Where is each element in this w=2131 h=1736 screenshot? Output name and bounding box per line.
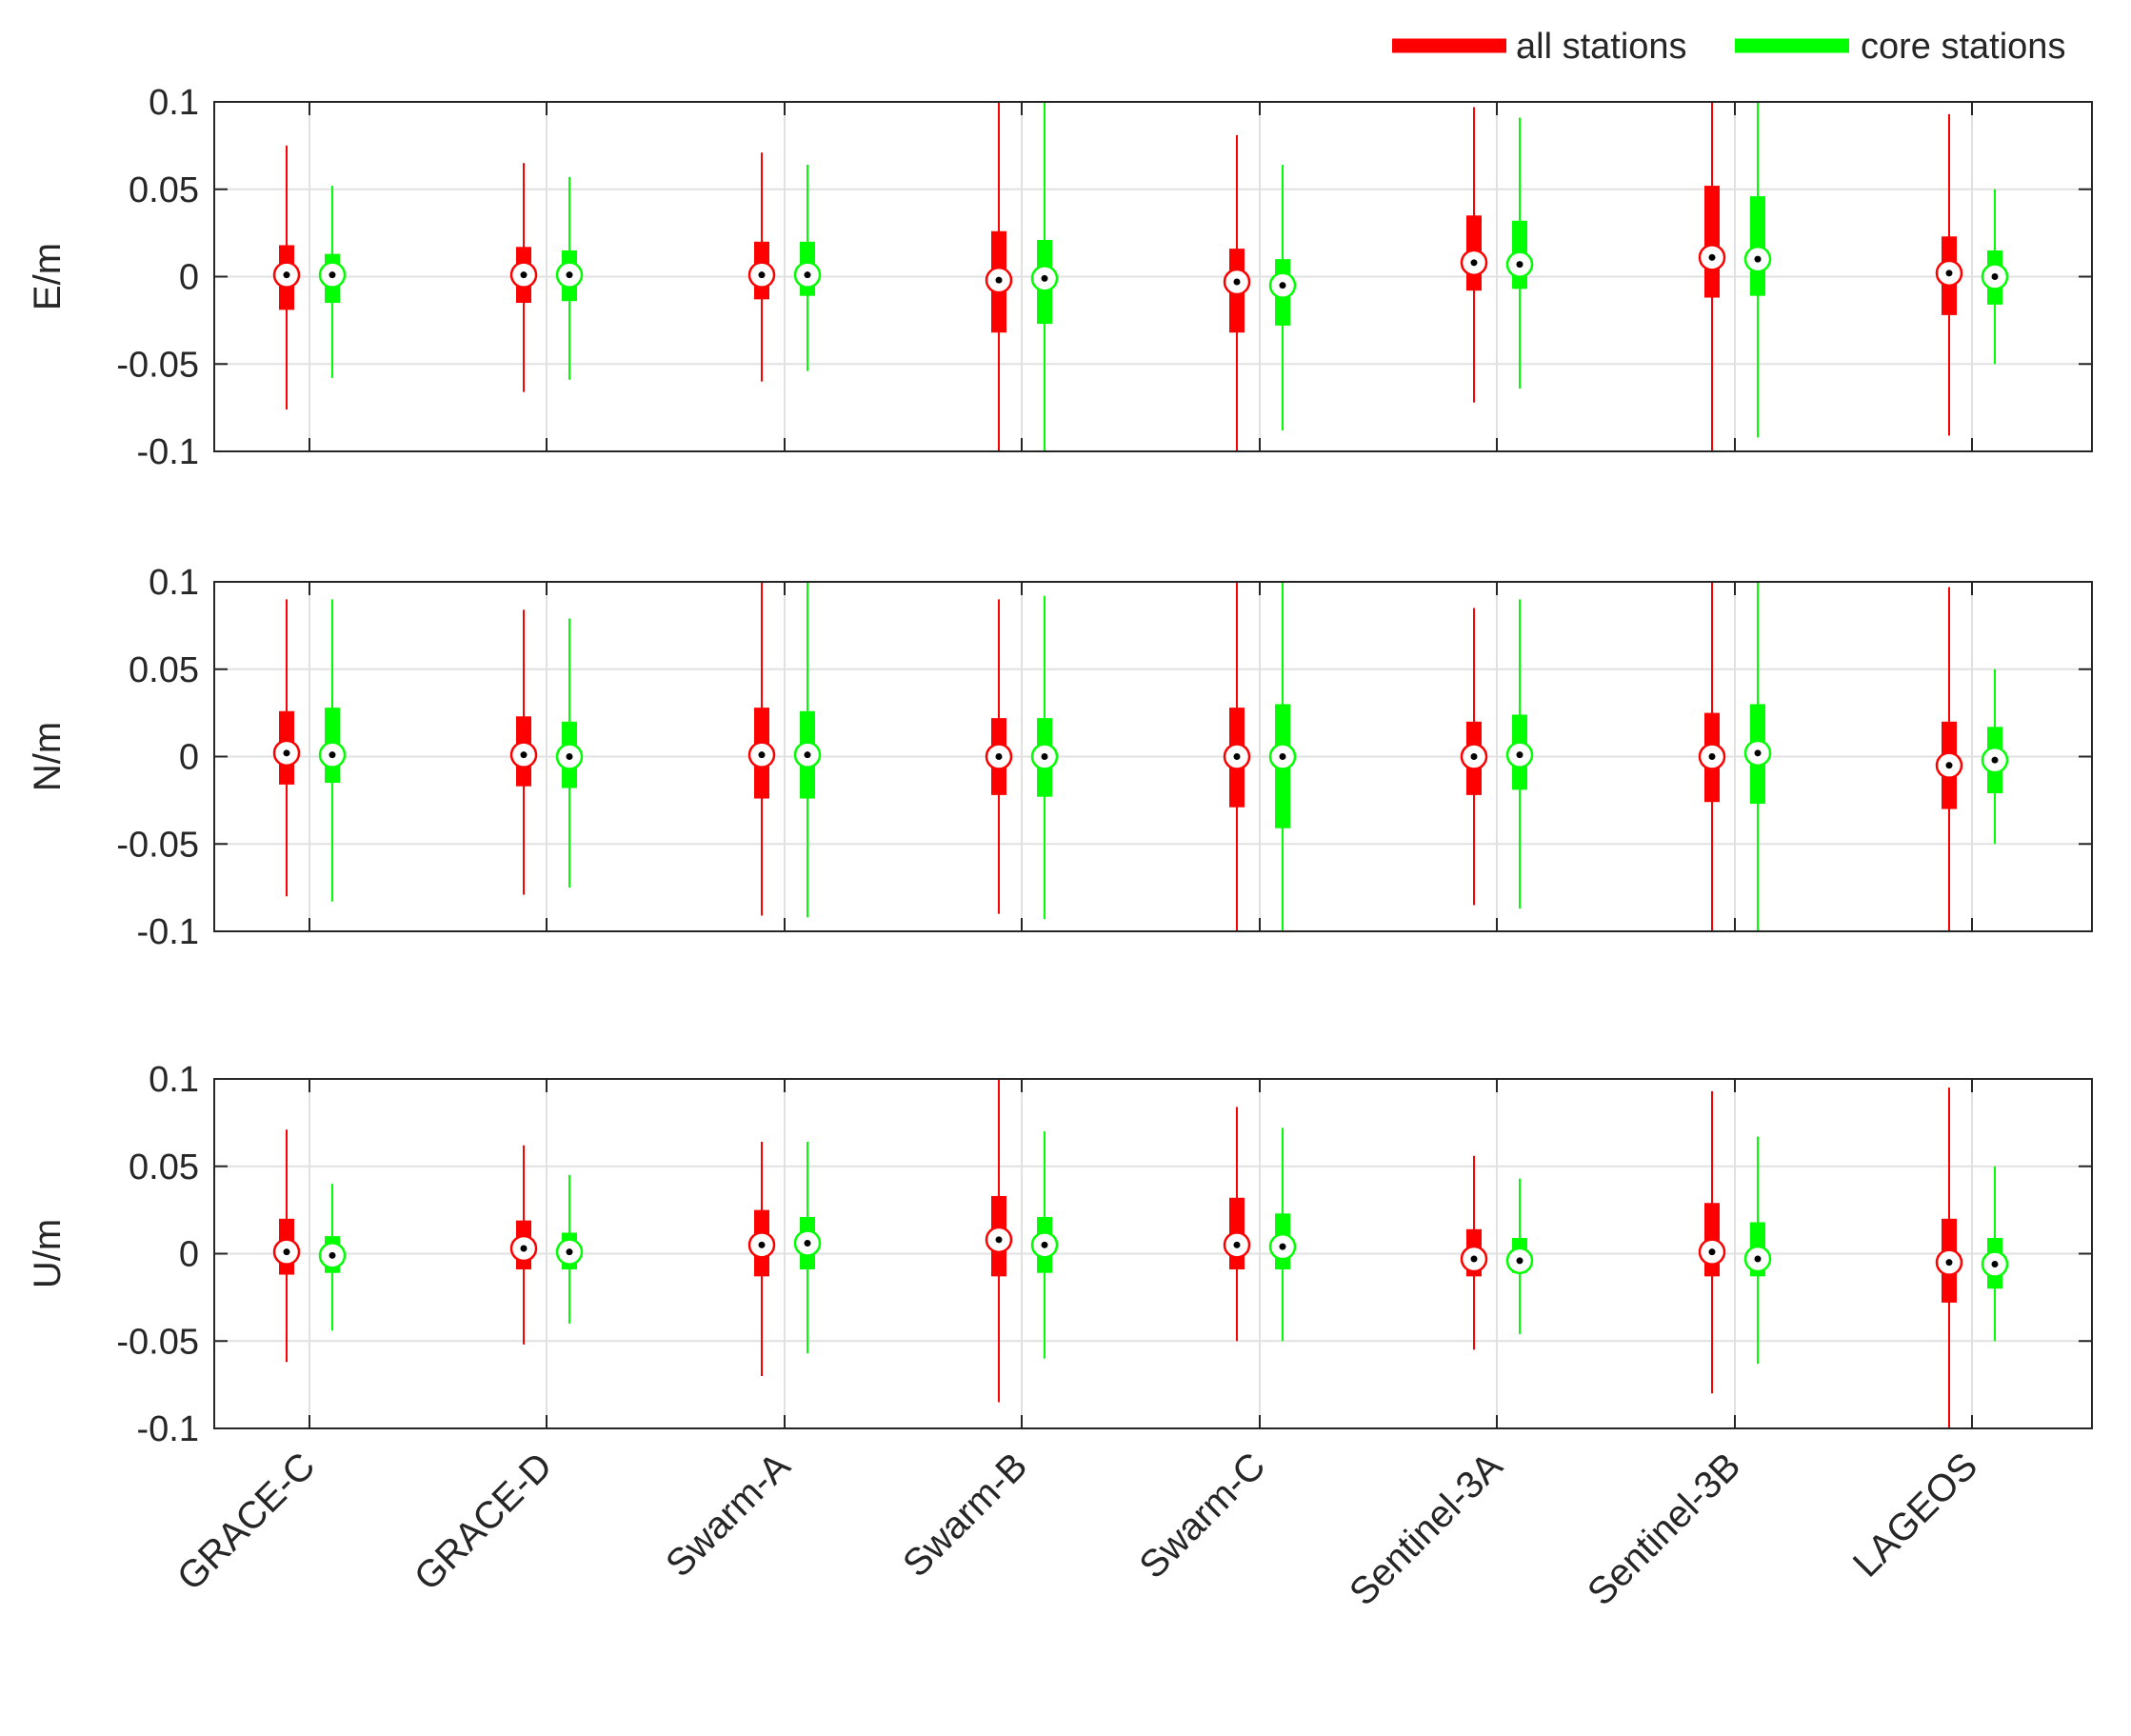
median-dot xyxy=(1945,1259,1953,1267)
x-tick-label: Swarm-A xyxy=(658,1445,799,1586)
median-dot xyxy=(1041,753,1048,760)
y-axis-label: U/m xyxy=(27,1219,69,1288)
median-dot xyxy=(1945,762,1953,769)
median-dot xyxy=(995,753,1003,760)
median-dot xyxy=(1470,259,1478,267)
median-dot xyxy=(283,1248,290,1256)
median-dot xyxy=(1991,1261,1999,1268)
median-dot xyxy=(1233,753,1241,760)
y-tick-label: -0.05 xyxy=(116,345,199,385)
series-all-stations xyxy=(272,1079,1963,1428)
y-axis-label: E/m xyxy=(27,243,69,310)
series-all-stations xyxy=(272,582,1963,931)
y-tick-label: 0.1 xyxy=(149,1060,199,1100)
x-tick-label: LAGEOS xyxy=(1845,1445,1985,1585)
median-dot xyxy=(1470,1255,1478,1263)
median-dot xyxy=(1516,1257,1524,1265)
x-tick-label: Swarm-B xyxy=(895,1445,1035,1585)
y-tick-label: 0 xyxy=(179,258,199,298)
median-dot xyxy=(995,1236,1003,1244)
median-dot xyxy=(1279,282,1286,289)
median-dot xyxy=(1233,278,1241,286)
median-dot xyxy=(520,751,528,759)
y-axis-label: N/m xyxy=(27,722,69,791)
panel-u-m: 0.1 0.05 0 -0.05 -0.1 U/m xyxy=(27,1060,2093,1449)
panels: 0.1 0.05 0 -0.05 -0.1 E/m 0.1 0.05 0 -0.05 -0.1 N/m… xyxy=(27,83,2093,1614)
median-dot xyxy=(1945,269,1953,277)
series-core-stations xyxy=(318,102,2009,451)
y-tick-label: -0.1 xyxy=(137,912,199,952)
y-tick-label: 0.05 xyxy=(129,1147,199,1187)
axes-border xyxy=(213,581,2093,932)
median-dot xyxy=(804,271,811,279)
legend: all stations core stations xyxy=(1392,27,2065,67)
series-all-stations xyxy=(272,102,1963,451)
panel-n-m: 0.1 0.05 0 -0.05 -0.1 N/m xyxy=(27,563,2093,952)
median-dot xyxy=(1516,261,1524,269)
median-dot xyxy=(1991,273,1999,280)
y-tick-label: 0 xyxy=(179,738,199,778)
median-dot xyxy=(329,271,336,279)
y-tick-label: 0 xyxy=(179,1235,199,1275)
legend-label: core stations xyxy=(1861,27,2065,67)
median-dot xyxy=(1470,753,1478,760)
median-dot xyxy=(804,751,811,759)
y-tick-label: 0.1 xyxy=(149,563,199,603)
median-dot xyxy=(1754,1255,1762,1263)
median-dot xyxy=(995,276,1003,284)
series-core-stations xyxy=(318,582,2009,931)
median-dot xyxy=(758,751,766,759)
x-tick-label: GRACE-C xyxy=(169,1445,324,1599)
median-dot xyxy=(283,749,290,757)
axes-border xyxy=(213,1078,2093,1429)
median-dot xyxy=(329,751,336,759)
median-dot xyxy=(1041,1241,1048,1248)
x-tick-label: Sentinel-3A xyxy=(1342,1445,1511,1614)
median-dot xyxy=(804,1239,811,1247)
y-tick-label: 0.05 xyxy=(129,650,199,690)
y-tick-label: 0.1 xyxy=(149,83,199,123)
median-dot xyxy=(1708,753,1716,760)
x-tick-label: GRACE-D xyxy=(407,1445,561,1599)
median-dot xyxy=(329,1251,336,1259)
y-tick-label: -0.05 xyxy=(116,825,199,865)
axes-border xyxy=(213,101,2093,452)
median-dot xyxy=(1991,756,1999,764)
median-dot xyxy=(758,271,766,279)
y-tick-label: -0.05 xyxy=(116,1322,199,1362)
median-dot xyxy=(566,753,573,760)
median-dot xyxy=(566,271,573,279)
median-dot xyxy=(520,271,528,279)
legend-label: all stations xyxy=(1516,27,1687,67)
median-dot xyxy=(566,1248,573,1256)
median-dot xyxy=(1279,1243,1286,1250)
y-tick-label: 0.05 xyxy=(129,170,199,210)
y-tick-label: -0.1 xyxy=(137,1409,199,1449)
box xyxy=(1704,186,1720,298)
x-tick-label: Sentinel-3B xyxy=(1580,1445,1748,1613)
median-dot xyxy=(1708,1248,1716,1256)
x-tick-label: Swarm-C xyxy=(1131,1445,1273,1586)
y-tick-label: -0.1 xyxy=(137,432,199,472)
median-dot xyxy=(283,271,290,279)
median-dot xyxy=(758,1241,766,1248)
median-dot xyxy=(1754,255,1762,263)
median-dot xyxy=(1754,749,1762,757)
series-core-stations xyxy=(318,1127,2009,1365)
median-dot xyxy=(1516,751,1524,759)
median-dot xyxy=(520,1245,528,1252)
panel-e-m: 0.1 0.05 0 -0.05 -0.1 E/m xyxy=(27,83,2093,472)
median-dot xyxy=(1041,274,1048,282)
median-dot xyxy=(1233,1241,1241,1248)
median-dot xyxy=(1708,253,1716,261)
median-dot xyxy=(1279,753,1286,760)
